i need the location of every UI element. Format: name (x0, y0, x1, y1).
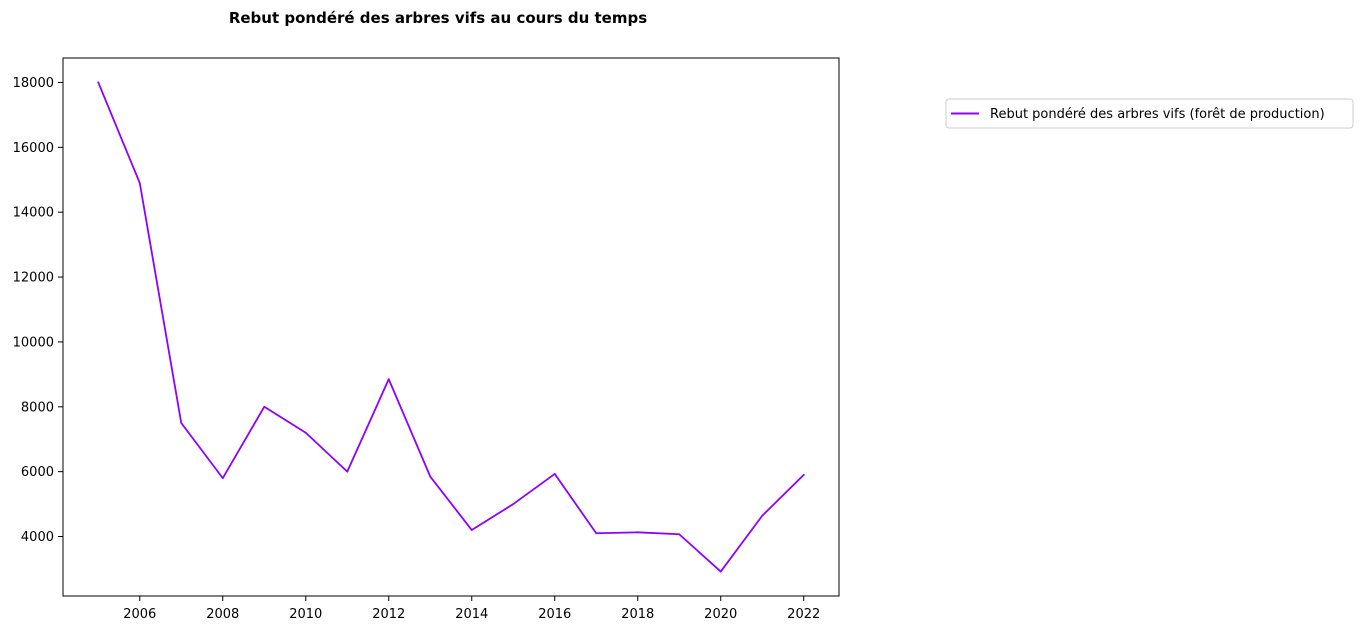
data-point (221, 477, 224, 480)
data-point (761, 514, 764, 517)
data-point (429, 475, 432, 478)
x-tick-label: 2016 (538, 607, 571, 622)
data-point (180, 422, 183, 424)
data-point (387, 378, 390, 381)
series-line-0 (97, 81, 805, 573)
y-axis: 4000 6000 8000 10000 12000 14000 16000 18000 (13, 76, 63, 545)
x-tick-label: 2014 (455, 607, 488, 622)
chart-title: Rebut pondéré des arbres vifs au cours d… (229, 9, 647, 27)
y-tick-label: 14000 (13, 206, 54, 221)
data-point (263, 405, 266, 408)
x-tick-label: 2022 (787, 607, 820, 622)
data-point (346, 470, 349, 473)
x-tick-label: 2020 (704, 607, 737, 622)
data-point (678, 533, 681, 536)
x-tick-label: 2018 (621, 607, 654, 622)
y-tick-label: 8000 (21, 400, 54, 415)
data-point (470, 529, 473, 531)
y-tick-label: 18000 (13, 76, 54, 91)
legend: Rebut pondéré des arbres vifs (forêt de … (945, 98, 1354, 129)
x-tick-label: 2010 (289, 607, 322, 622)
data-point (802, 473, 805, 476)
series-layer (97, 81, 805, 573)
x-axis: 2006 2008 2010 2012 2014 2016 2018 2020 2022 (123, 596, 820, 622)
data-point (719, 570, 722, 573)
y-tick-label: 6000 (21, 465, 54, 480)
legend-box (945, 98, 1354, 129)
y-tick-label: 10000 (13, 335, 54, 350)
x-tick-label: 2008 (206, 607, 239, 622)
plot-frame (62, 57, 840, 597)
legend-label: Rebut pondéré des arbres vifs (forêt de … (990, 107, 1325, 122)
data-point (138, 182, 141, 184)
y-tick-label: 16000 (13, 141, 54, 156)
y-tick-label: 4000 (21, 530, 54, 545)
y-tick-label: 12000 (13, 271, 54, 286)
data-point (553, 473, 556, 475)
data-point (97, 81, 100, 84)
data-point (304, 431, 307, 434)
data-point (636, 531, 639, 534)
data-point (595, 532, 598, 535)
x-tick-label: 2012 (372, 607, 405, 622)
data-point (512, 503, 515, 505)
x-tick-label: 2006 (123, 607, 156, 622)
